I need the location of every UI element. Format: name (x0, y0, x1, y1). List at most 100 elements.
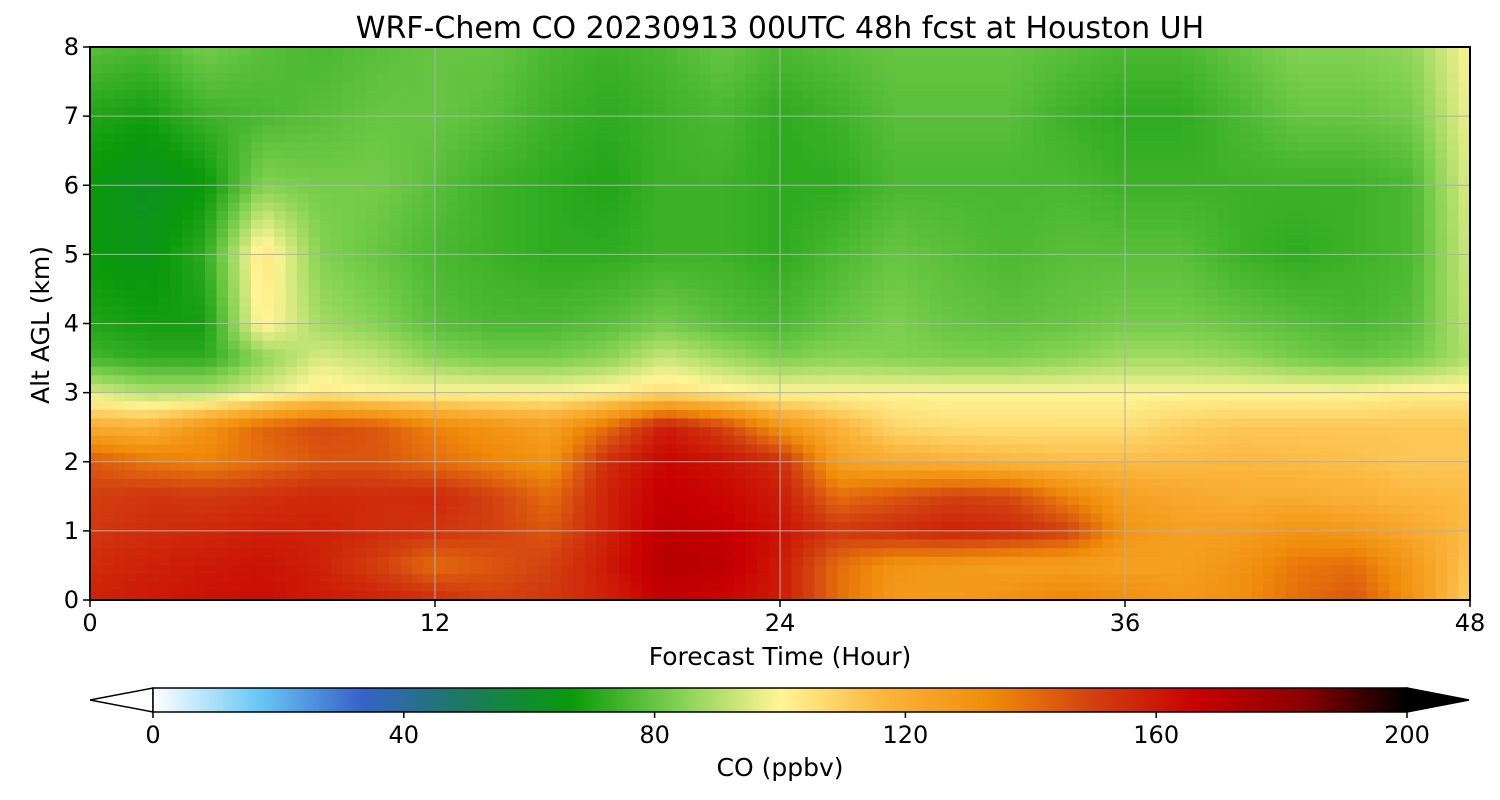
heatmap-cell (216, 254, 229, 264)
heatmap-cell (1458, 297, 1470, 307)
heatmap-cell (1401, 202, 1414, 212)
heatmap-cell (1079, 124, 1092, 135)
heatmap-cell (446, 349, 459, 359)
heatmap-cell (1447, 297, 1460, 307)
heatmap-cell (883, 159, 896, 169)
heatmap-cell (584, 237, 597, 247)
heatmap-cell (757, 47, 770, 57)
heatmap-cell (722, 297, 735, 307)
heatmap-cell (193, 254, 206, 264)
heatmap-cell (343, 116, 356, 126)
heatmap-cell (182, 116, 195, 126)
heatmap-cell (412, 176, 425, 186)
heatmap-cell (1297, 332, 1310, 342)
heatmap-cell (653, 176, 666, 186)
heatmap-cell (1194, 98, 1207, 109)
heatmap-cell (952, 55, 965, 65)
heatmap-cell (274, 401, 287, 411)
heatmap-cell (320, 271, 333, 281)
heatmap-cell (1286, 392, 1299, 402)
heatmap-cell (918, 366, 931, 376)
heatmap-cell (239, 340, 252, 351)
heatmap-cell (630, 383, 643, 394)
heatmap-cell (1297, 392, 1310, 402)
heatmap-cell (262, 314, 275, 325)
heatmap-cell (1435, 280, 1448, 290)
heatmap-cell (1424, 358, 1437, 368)
heatmap-cell (1343, 366, 1356, 376)
heatmap-cell (1458, 211, 1470, 221)
heatmap-cell (1343, 280, 1356, 290)
heatmap-cell (412, 90, 425, 100)
heatmap-cell (1010, 142, 1023, 152)
heatmap-cell (216, 90, 229, 100)
heatmap-cell (458, 167, 471, 178)
heatmap-cell (182, 280, 195, 290)
heatmap-cell (354, 297, 367, 307)
heatmap-cell (1136, 159, 1149, 169)
heatmap-cell (239, 150, 252, 160)
heatmap-cell (1113, 150, 1126, 160)
heatmap-cell (941, 142, 954, 152)
heatmap-cell (1125, 219, 1138, 230)
heatmap-cell (998, 392, 1011, 402)
heatmap-cell (1056, 332, 1069, 342)
heatmap-cell (1113, 159, 1126, 169)
heatmap-cell (1021, 124, 1034, 135)
heatmap-cell (1033, 47, 1046, 57)
heatmap-cell (803, 228, 816, 238)
heatmap-cell (101, 245, 114, 255)
heatmap-cell (826, 116, 839, 126)
heatmap-cell (1309, 64, 1322, 74)
heatmap-cell (228, 185, 241, 195)
heatmap-cell (205, 55, 218, 65)
heatmap-cell (354, 98, 367, 109)
heatmap-cell (1125, 64, 1138, 74)
heatmap-cell (1033, 167, 1046, 178)
heatmap-cell (665, 228, 678, 238)
heatmap-cell (1067, 167, 1080, 178)
heatmap-cell (1010, 176, 1023, 186)
heatmap-cell (1205, 332, 1218, 342)
heatmap-cell (170, 228, 183, 238)
heatmap-cell (1297, 306, 1310, 316)
heatmap-cell (389, 288, 402, 299)
heatmap-cell (653, 116, 666, 126)
heatmap-cell (757, 55, 770, 65)
heatmap-cell (584, 150, 597, 160)
heatmap-cell (711, 383, 724, 394)
heatmap-cell (826, 392, 839, 402)
heatmap-cell (941, 263, 954, 273)
heatmap-cell (331, 193, 344, 204)
heatmap-cell (377, 185, 390, 195)
heatmap-cell (1021, 64, 1034, 74)
heatmap-cell (159, 358, 172, 368)
heatmap-cell (596, 375, 609, 385)
heatmap-cell (1447, 340, 1460, 351)
heatmap-cell (722, 47, 735, 57)
heatmap-cell (550, 297, 563, 307)
heatmap-cell (1056, 340, 1069, 351)
heatmap-cell (573, 401, 586, 411)
heatmap-cell (239, 254, 252, 264)
heatmap-cell (653, 375, 666, 385)
heatmap-cell (458, 392, 471, 402)
heatmap-cell (688, 358, 701, 368)
heatmap-cell (1343, 167, 1356, 178)
heatmap-cell (1079, 133, 1092, 143)
heatmap-cell (975, 280, 988, 290)
heatmap-cell (446, 228, 459, 238)
heatmap-cell (642, 116, 655, 126)
heatmap-cell (159, 288, 172, 299)
heatmap-cell (527, 288, 540, 299)
heatmap-cell (918, 314, 931, 325)
heatmap-cell (239, 306, 252, 316)
heatmap-cell (1010, 297, 1023, 307)
heatmap-cell (1332, 323, 1345, 333)
heatmap-cell (1067, 288, 1080, 299)
heatmap-cell (1194, 237, 1207, 247)
heatmap-cell (458, 297, 471, 307)
heatmap-cell (1251, 383, 1264, 394)
heatmap-cell (1056, 64, 1069, 74)
heatmap-cell (389, 167, 402, 178)
